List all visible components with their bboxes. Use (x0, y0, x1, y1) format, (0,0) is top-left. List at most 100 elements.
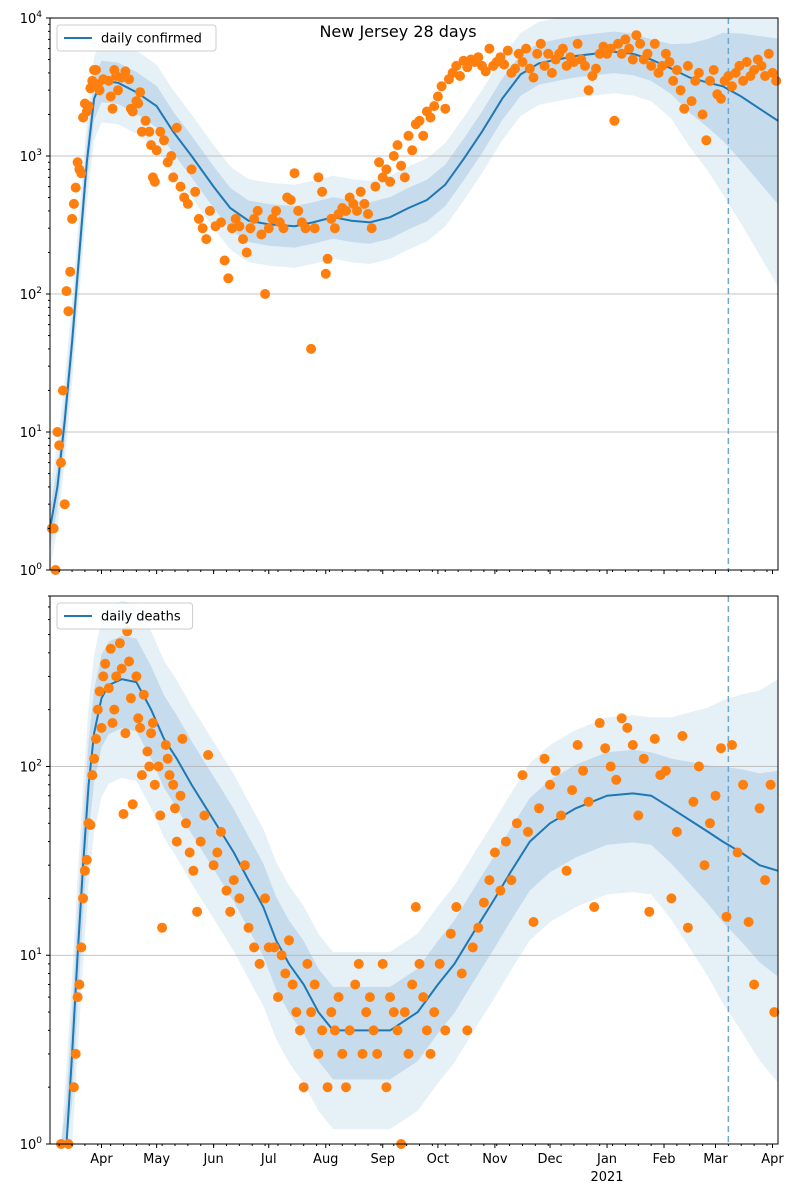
x-tick-label: Dec (537, 1152, 562, 1167)
data-point (287, 979, 298, 990)
data-point (624, 43, 635, 54)
data-point (638, 753, 649, 764)
data-point (52, 427, 63, 437)
data-point (317, 186, 328, 197)
data-point (271, 205, 282, 216)
data-point (708, 65, 719, 75)
data-point (418, 130, 429, 141)
x-axis (58, 570, 773, 574)
data-point (500, 836, 511, 847)
data-point (175, 790, 186, 801)
data-point (686, 96, 697, 107)
data-point (399, 172, 410, 183)
data-point (370, 181, 381, 192)
y-tick-label: 101 (20, 424, 42, 441)
data-point (462, 1025, 473, 1036)
data-point (320, 268, 331, 279)
data-point (455, 71, 465, 81)
data-point (561, 60, 572, 71)
data-point (705, 818, 715, 829)
data-point (111, 671, 122, 682)
data-point (355, 186, 366, 197)
data-point (291, 1007, 302, 1018)
data-point (642, 48, 653, 59)
data-point (81, 854, 92, 865)
data-point (690, 75, 701, 86)
data-point (341, 205, 351, 216)
data-point (204, 205, 215, 216)
data-point (203, 750, 214, 760)
data-point (392, 140, 403, 151)
data-point (506, 875, 517, 886)
data-point (671, 65, 682, 75)
data-point (473, 922, 484, 933)
data-point (429, 1007, 440, 1018)
data-point (94, 686, 105, 697)
data-point (414, 958, 425, 969)
y-tick-label: 101 (20, 947, 42, 964)
data-point (425, 112, 436, 123)
data-point (98, 671, 109, 682)
data-point (144, 126, 155, 137)
data-point (306, 343, 317, 354)
data-point (666, 893, 677, 904)
data-point (105, 91, 116, 102)
data-point (627, 54, 638, 65)
data-point (434, 958, 445, 969)
data-point (135, 87, 146, 98)
x-tick-label: May (143, 1152, 170, 1167)
data-point (445, 928, 456, 939)
data-point (56, 457, 66, 468)
data-point (361, 1007, 372, 1018)
data-point (513, 48, 524, 59)
data-point (385, 992, 396, 1003)
data-point (524, 63, 535, 74)
data-point (675, 85, 686, 96)
data-point (539, 753, 550, 764)
data-point (591, 63, 601, 74)
data-point (63, 306, 74, 317)
data-point (732, 847, 743, 858)
data-point (738, 75, 749, 86)
data-point (510, 63, 521, 74)
data-point (495, 885, 506, 896)
data-point (125, 693, 136, 704)
y-axis: 100 101 102 103 104 (20, 10, 50, 579)
data-point (70, 182, 81, 193)
data-point (677, 731, 688, 741)
data-point (313, 1048, 324, 1059)
data-point (113, 85, 123, 96)
data-point (120, 728, 131, 739)
data-point (372, 1048, 383, 1059)
data-point (668, 75, 679, 86)
data-point (252, 205, 263, 216)
data-point (216, 826, 226, 837)
data-point (578, 765, 589, 776)
data-point (407, 979, 418, 990)
data-point (644, 906, 655, 917)
data-point (91, 733, 101, 744)
data-point (627, 740, 638, 750)
data-point (587, 71, 598, 81)
data-point (153, 761, 164, 772)
data-point (635, 38, 646, 49)
data-point (583, 796, 594, 807)
data-point (410, 902, 421, 912)
data-point (352, 205, 362, 216)
data-point (103, 683, 114, 694)
data-point (399, 1007, 410, 1018)
inner-band (61, 635, 778, 1144)
data-point (57, 385, 68, 396)
x-tick-label: Oct (427, 1152, 449, 1167)
data-point (74, 979, 85, 990)
data-point (72, 992, 83, 1003)
data-point (144, 761, 155, 772)
figure-title: New Jersey 28 days (319, 22, 476, 41)
data-point (124, 74, 135, 85)
legend: daily confirmed (56, 24, 217, 52)
data-point (94, 85, 105, 96)
data-point (238, 234, 248, 245)
data-point (149, 779, 160, 790)
data-point (89, 753, 100, 764)
y-tick-label: 104 (20, 10, 43, 27)
